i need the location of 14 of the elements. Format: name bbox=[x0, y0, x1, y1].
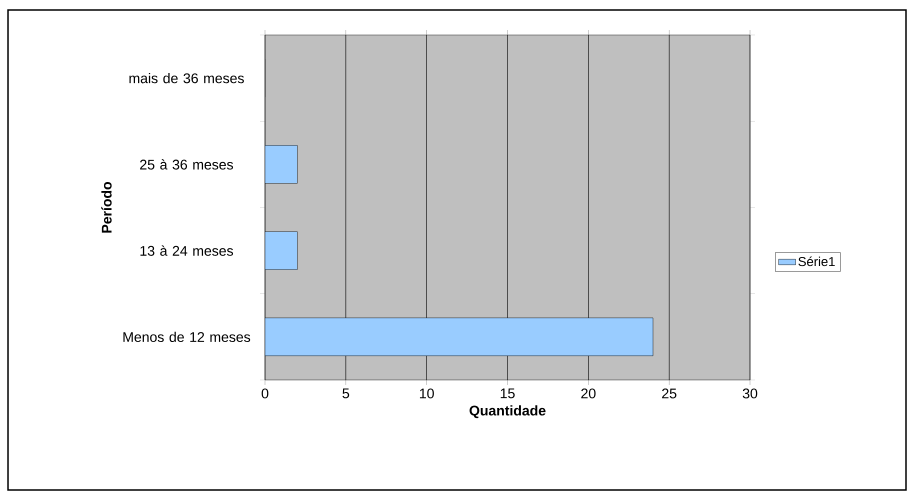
y-tick-label: 25 à 36 meses bbox=[140, 159, 234, 170]
x-tick-label: 0 bbox=[262, 388, 268, 398]
y-axis-title: Período bbox=[101, 182, 112, 233]
x-tick-label: 30 bbox=[742, 388, 758, 398]
legend-label: Série1 bbox=[798, 256, 835, 266]
x-tick-label: 20 bbox=[581, 388, 596, 398]
y-tick-label: mais de 36 meses bbox=[129, 72, 244, 84]
x-tick-label: 25 bbox=[662, 388, 676, 398]
y-tick-label: Menos de 12 meses bbox=[123, 332, 250, 342]
x-axis-title: Quantidade bbox=[470, 405, 546, 418]
x-tick-label: 10 bbox=[420, 388, 434, 398]
x-tick-label: 5 bbox=[342, 388, 350, 398]
x-tick-label: 15 bbox=[500, 388, 515, 398]
y-tick-label: 13 à 24 meses bbox=[140, 245, 234, 256]
